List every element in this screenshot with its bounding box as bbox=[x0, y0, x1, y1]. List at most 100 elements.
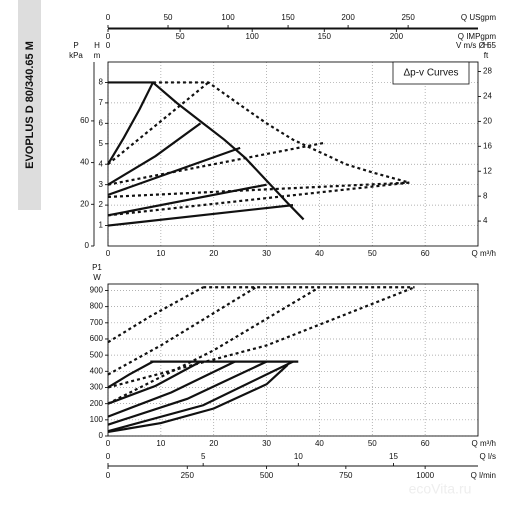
y-tick-label: 0 bbox=[99, 431, 104, 440]
x-tick-label: 10 bbox=[156, 439, 165, 448]
curve bbox=[107, 360, 294, 433]
tick-label: 0 bbox=[106, 471, 111, 480]
kpa-tick-label: 20 bbox=[80, 199, 89, 208]
y-tick-label: 700 bbox=[90, 318, 104, 327]
y-tick-label: 8 bbox=[99, 78, 104, 87]
y-tick-label: 300 bbox=[90, 383, 104, 392]
watermark: ecoVita.ru bbox=[409, 481, 472, 497]
tick-label: 50 bbox=[164, 13, 173, 22]
y-tick-label: 5 bbox=[99, 139, 104, 148]
curve bbox=[107, 360, 268, 426]
ft-axis-title: ft bbox=[484, 51, 489, 60]
y-tick-label: 3 bbox=[99, 180, 104, 189]
x-tick-label: 60 bbox=[421, 249, 430, 258]
ft-axis-title: H bbox=[483, 41, 489, 50]
y-tick-label: 500 bbox=[90, 350, 104, 359]
x-axis-title: Q m³/h bbox=[472, 249, 496, 258]
y-axis-title: P1 bbox=[92, 263, 102, 272]
axis-title: Q l/s bbox=[480, 452, 496, 461]
y-tick-label: 200 bbox=[90, 399, 104, 408]
ft-tick-label: 28 bbox=[483, 67, 492, 76]
y-axis-title: W bbox=[93, 273, 101, 282]
y-tick-label: 600 bbox=[90, 334, 104, 343]
curve bbox=[107, 181, 410, 217]
curve bbox=[107, 364, 289, 434]
tick-label: 750 bbox=[339, 471, 353, 480]
tick-label: 250 bbox=[401, 13, 415, 22]
y-tick-label: 800 bbox=[90, 302, 104, 311]
curve bbox=[107, 286, 204, 344]
y-tick-label: 4 bbox=[99, 159, 104, 168]
axis-title: Q IMPgpm bbox=[458, 32, 497, 41]
curve bbox=[107, 122, 202, 186]
ft-tick-label: 4 bbox=[483, 216, 488, 225]
tick-label: 10 bbox=[294, 452, 303, 461]
x-tick-label: 0 bbox=[106, 439, 111, 448]
x-tick-label: 40 bbox=[315, 249, 324, 258]
x-tick-label: 10 bbox=[156, 249, 165, 258]
curve bbox=[107, 360, 236, 418]
tick-label: 1000 bbox=[416, 471, 434, 480]
tick-label: 0 bbox=[106, 32, 111, 41]
y-tick-label: 400 bbox=[90, 366, 104, 375]
y-tick-label: 900 bbox=[90, 286, 104, 295]
ft-tick-label: 24 bbox=[483, 92, 492, 101]
curve bbox=[152, 81, 410, 184]
ft-tick-label: 12 bbox=[483, 166, 492, 175]
y-tick-label: 100 bbox=[90, 415, 104, 424]
y-axis-title: m bbox=[94, 51, 101, 60]
kpa-tick-label: 60 bbox=[80, 116, 89, 125]
kpa-axis-title: P bbox=[73, 41, 78, 50]
tick-label: 200 bbox=[390, 32, 404, 41]
tick-label: 50 bbox=[176, 32, 185, 41]
y-tick-label: 6 bbox=[99, 118, 104, 127]
side-band bbox=[18, 0, 41, 210]
ft-tick-label: 8 bbox=[483, 191, 488, 200]
axis-title: Q l/min bbox=[471, 471, 496, 480]
axis-title: Q USgpm bbox=[461, 13, 496, 22]
kpa-axis-title: kPa bbox=[69, 51, 83, 60]
tick-label: 200 bbox=[341, 13, 355, 22]
annotation: Δp-v Curves bbox=[403, 68, 458, 79]
ft-tick-label: 16 bbox=[483, 141, 492, 150]
ft-tick-label: 20 bbox=[483, 116, 492, 125]
v-tick-label: 0 bbox=[106, 41, 111, 50]
curve bbox=[107, 141, 325, 186]
tick-label: 100 bbox=[221, 13, 235, 22]
curve bbox=[108, 81, 305, 221]
plot-frame bbox=[107, 283, 479, 437]
curve bbox=[107, 286, 320, 405]
curve bbox=[107, 286, 257, 376]
product-name: EVOPLUS D 80/340.65 M bbox=[24, 41, 36, 169]
curve bbox=[107, 181, 410, 199]
y-tick-label: 7 bbox=[99, 98, 104, 107]
x-tick-label: 30 bbox=[262, 439, 271, 448]
x-axis-title: Q m³/h bbox=[472, 439, 496, 448]
y-axis-title: H bbox=[94, 41, 100, 50]
x-tick-label: 60 bbox=[421, 439, 430, 448]
v-axis-title: V m/s Ø 65 bbox=[456, 41, 497, 50]
curve bbox=[107, 204, 294, 227]
tick-label: 0 bbox=[106, 13, 111, 22]
y-tick-label: 1 bbox=[99, 221, 104, 230]
x-tick-label: 20 bbox=[209, 249, 218, 258]
tick-label: 0 bbox=[106, 452, 111, 461]
y-tick-label: 2 bbox=[99, 200, 104, 209]
annotation-box bbox=[392, 61, 470, 85]
curve bbox=[107, 286, 415, 389]
x-tick-label: 50 bbox=[368, 249, 377, 258]
x-tick-label: 20 bbox=[209, 439, 218, 448]
tick-label: 5 bbox=[201, 452, 206, 461]
tick-label: 500 bbox=[260, 471, 274, 480]
curve bbox=[107, 360, 154, 389]
tick-label: 100 bbox=[246, 32, 260, 41]
x-tick-label: 50 bbox=[368, 439, 377, 448]
curve bbox=[107, 360, 202, 405]
x-tick-label: 30 bbox=[262, 249, 271, 258]
kpa-tick-label: 0 bbox=[85, 241, 90, 250]
tick-label: 250 bbox=[181, 471, 195, 480]
x-tick-label: 0 bbox=[106, 249, 111, 258]
plot-frame bbox=[107, 61, 479, 247]
tick-label: 15 bbox=[389, 452, 398, 461]
